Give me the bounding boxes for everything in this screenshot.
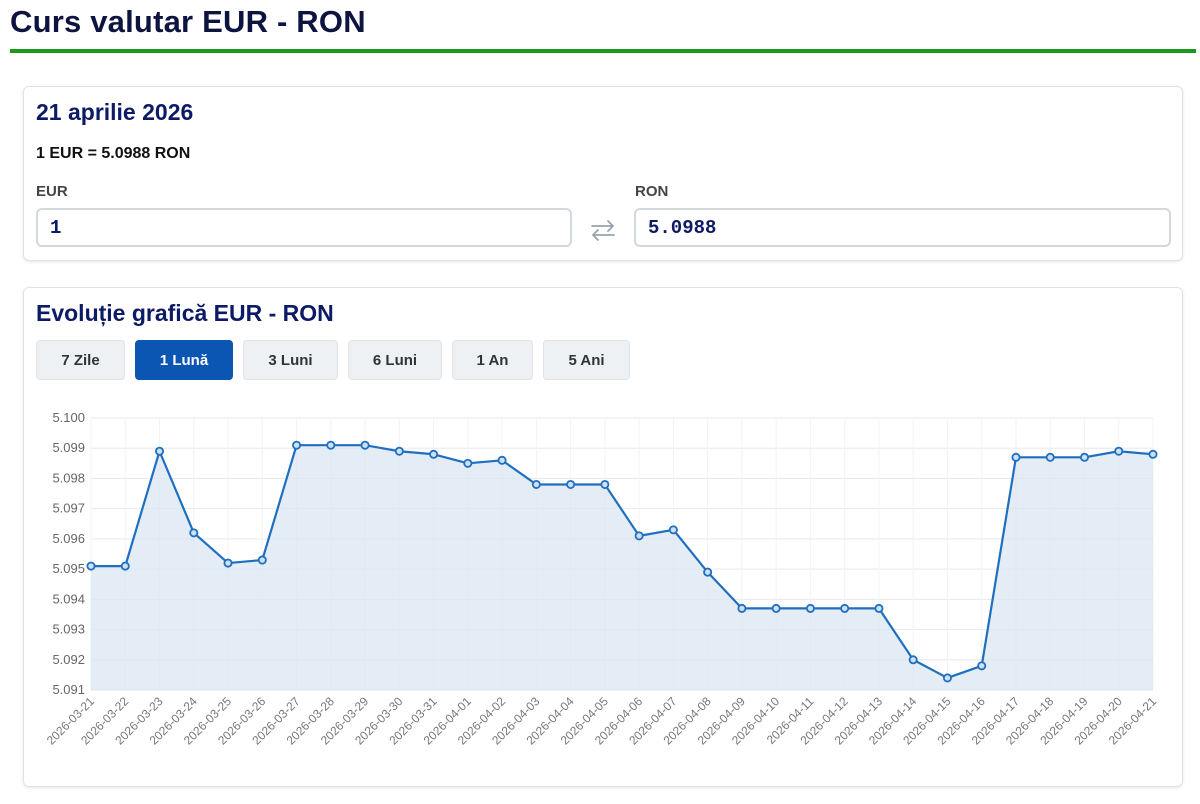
converter-card: 21 aprilie 2026 1 EUR = 5.0988 RON EUR R… — [23, 86, 1183, 261]
page-title: Curs valutar EUR - RON — [10, 4, 366, 39]
data-point — [292, 440, 302, 450]
data-point — [463, 458, 473, 468]
rate-summary: 1 EUR = 5.0988 RON — [36, 145, 191, 162]
y-tick-label: 5.091 — [52, 682, 85, 697]
series-area-fill — [91, 445, 1153, 690]
y-tick-label: 5.094 — [52, 591, 85, 606]
data-point — [942, 673, 952, 683]
data-point — [360, 440, 370, 450]
y-tick-label: 5.100 — [52, 410, 85, 425]
data-point — [566, 479, 576, 489]
data-point — [223, 558, 233, 568]
y-tick-label: 5.097 — [52, 501, 85, 516]
data-point — [805, 603, 815, 613]
y-tick-label: 5.099 — [52, 440, 85, 455]
range-tab-7-zile[interactable]: 7 Zile — [36, 340, 125, 380]
data-point — [531, 479, 541, 489]
data-point — [634, 531, 644, 541]
data-point — [1114, 446, 1124, 456]
data-point — [771, 603, 781, 613]
data-point — [703, 567, 713, 577]
data-point — [86, 561, 96, 571]
chart-section-title: Evoluție grafică EUR - RON — [36, 300, 334, 326]
swap-arrows-icon[interactable] — [588, 217, 618, 243]
range-tab-5-ani[interactable]: 5 Ani — [543, 340, 630, 380]
data-point — [1148, 449, 1158, 459]
data-point — [120, 561, 130, 571]
series-line — [91, 444, 1154, 680]
eur-label: EUR — [36, 183, 68, 200]
data-point — [977, 661, 987, 671]
data-point — [737, 603, 747, 613]
range-tab-6-luni[interactable]: 6 Luni — [348, 340, 442, 380]
data-point — [429, 449, 439, 459]
data-point — [326, 440, 336, 450]
y-tick-label: 5.092 — [52, 652, 85, 667]
rate-date: 21 aprilie 2026 — [36, 99, 194, 125]
eur-amount-input[interactable] — [36, 208, 572, 247]
data-point — [874, 603, 884, 613]
data-point — [155, 446, 165, 456]
range-tab-1-an[interactable]: 1 An — [452, 340, 533, 380]
data-point — [908, 655, 918, 665]
data-point — [257, 555, 267, 565]
range-tabs: 7 Zile 1 Lună 3 Luni 6 Luni 1 An 5 Ani — [36, 340, 630, 380]
data-point — [840, 603, 850, 613]
y-tick-label: 5.098 — [52, 470, 85, 485]
ron-label: RON — [635, 183, 669, 200]
chart-card: Evoluție grafică EUR - RON 7 Zile 1 Lună… — [23, 287, 1183, 787]
y-tick-label: 5.093 — [52, 622, 85, 637]
range-tab-3-luni[interactable]: 3 Luni — [243, 340, 338, 380]
range-tab-1-luna[interactable]: 1 Lună — [135, 340, 233, 380]
title-underline — [10, 49, 1196, 53]
y-tick-label: 5.096 — [52, 531, 85, 546]
data-point — [189, 528, 199, 538]
data-point — [1045, 452, 1055, 462]
data-point — [497, 455, 507, 465]
data-point — [1011, 452, 1021, 462]
data-point — [1079, 452, 1089, 462]
y-tick-label: 5.095 — [52, 561, 85, 576]
data-point — [668, 525, 678, 535]
ron-amount-input[interactable] — [634, 208, 1171, 247]
data-point — [600, 479, 610, 489]
data-point — [394, 446, 404, 456]
rate-chart: 5.091 5.092 5.093 5.094 5.095 5.096 5.097 5.098… — [44, 410, 1160, 748]
